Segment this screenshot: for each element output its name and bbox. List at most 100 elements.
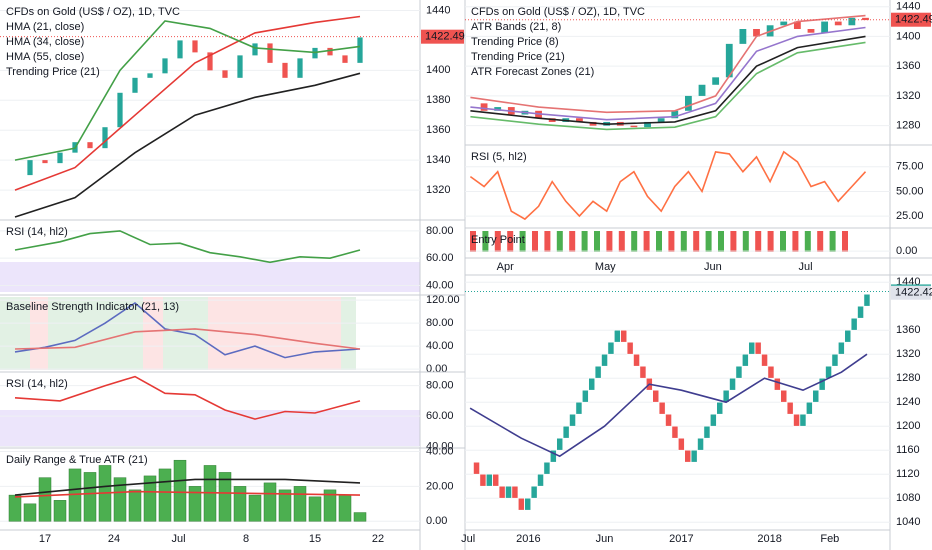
y-tick-label: 80.00 <box>426 380 454 392</box>
candle <box>222 70 228 78</box>
x-tick-label: Jun <box>704 261 722 273</box>
candle <box>192 40 198 53</box>
y-tick-label: 0.00 <box>426 515 447 527</box>
candle <box>282 62 288 78</box>
x-tick-label: 2016 <box>516 533 540 545</box>
y-tick-label: 1440 <box>896 1 920 13</box>
entry-signals <box>470 231 848 252</box>
y-tick-label: 1280 <box>896 372 920 384</box>
signal <box>507 231 514 252</box>
legend-text: HMA (55, close) <box>6 51 84 63</box>
signal <box>668 231 675 252</box>
candle <box>267 43 273 63</box>
y-tick-label: 1040 <box>896 516 920 528</box>
x-tick-label: May <box>595 261 616 273</box>
bar <box>263 482 277 522</box>
y-tick-label: 75.00 <box>896 161 924 173</box>
bar <box>113 477 127 522</box>
legend-text: RSI (14, hl2) <box>6 226 68 238</box>
candle <box>690 449 698 463</box>
candle <box>569 413 576 427</box>
candle <box>753 29 760 37</box>
legend-text: Trending Price (21) <box>6 66 100 78</box>
signal <box>656 231 662 252</box>
candle <box>588 377 596 391</box>
signal <box>618 231 625 252</box>
candle <box>812 389 820 403</box>
candle <box>863 293 871 307</box>
candle <box>665 413 672 427</box>
x-tick-label: Jun <box>596 533 614 545</box>
y-tick-label: 40.00 <box>426 340 454 352</box>
candle <box>42 160 48 164</box>
candle <box>252 43 258 56</box>
candle <box>630 125 638 128</box>
signal <box>556 231 563 252</box>
y-tick-label: 1320 <box>426 184 450 196</box>
candle <box>698 84 706 96</box>
bar <box>143 475 157 522</box>
candle <box>793 413 800 427</box>
line <box>14 15 361 191</box>
signal <box>742 231 749 252</box>
candle <box>626 341 634 355</box>
signal <box>482 231 489 252</box>
candle <box>748 341 756 355</box>
x-tick-label: 8 <box>243 533 249 545</box>
x-tick-label: 15 <box>309 533 321 545</box>
signal <box>780 231 786 252</box>
y-tick-label: 1080 <box>896 492 920 504</box>
baseline-zone <box>341 297 356 370</box>
signal <box>792 231 799 252</box>
candle <box>761 353 768 367</box>
legend-text: Entry Point <box>471 234 525 246</box>
candle <box>357 37 363 63</box>
bar <box>8 494 22 522</box>
candle <box>780 389 788 403</box>
legend-text: ATR Bands (21, 8) <box>471 21 561 33</box>
x-tick-label: Jul <box>461 533 475 545</box>
candle <box>485 473 493 487</box>
candle <box>607 341 615 355</box>
y-tick-label: 40.00 <box>426 445 454 457</box>
y-tick-label: 1360 <box>426 124 450 136</box>
legend-text: CFDs on Gold (US$ / OZ), 1D, TVC <box>471 6 645 18</box>
signal <box>767 231 774 252</box>
signal <box>494 231 501 252</box>
bar <box>308 496 322 522</box>
line <box>14 328 361 350</box>
candle <box>684 449 692 463</box>
signal <box>606 231 613 252</box>
signal <box>581 231 588 252</box>
candle <box>494 107 502 111</box>
candle <box>575 401 583 415</box>
signal <box>730 231 737 252</box>
signal <box>631 231 638 252</box>
line <box>470 26 866 121</box>
candle <box>678 437 685 451</box>
candle <box>562 425 570 439</box>
candle <box>207 52 213 71</box>
legend-text: HMA (21, close) <box>6 21 84 33</box>
candle <box>480 103 488 111</box>
x-tick-label: Apr <box>497 261 514 273</box>
candle <box>838 341 845 355</box>
line <box>470 41 866 131</box>
candle <box>844 329 852 343</box>
y-tick-label: 120.00 <box>426 294 460 306</box>
signal <box>594 231 600 252</box>
candle <box>684 95 692 111</box>
bar <box>188 486 202 522</box>
legend-text: CFDs on Gold (US$ / OZ), 1D, TVC <box>6 6 180 18</box>
bar <box>83 472 97 522</box>
candle <box>327 47 333 56</box>
y-tick-label: 80.00 <box>426 225 454 237</box>
candle <box>517 497 525 511</box>
x-tick-label: Jul <box>799 261 813 273</box>
rsi-zone <box>0 410 420 446</box>
y-tick-label: 60.00 <box>426 252 454 264</box>
y-tick-label: 60.00 <box>426 410 454 422</box>
candle <box>479 473 487 487</box>
line <box>469 353 868 458</box>
signal <box>804 231 811 252</box>
